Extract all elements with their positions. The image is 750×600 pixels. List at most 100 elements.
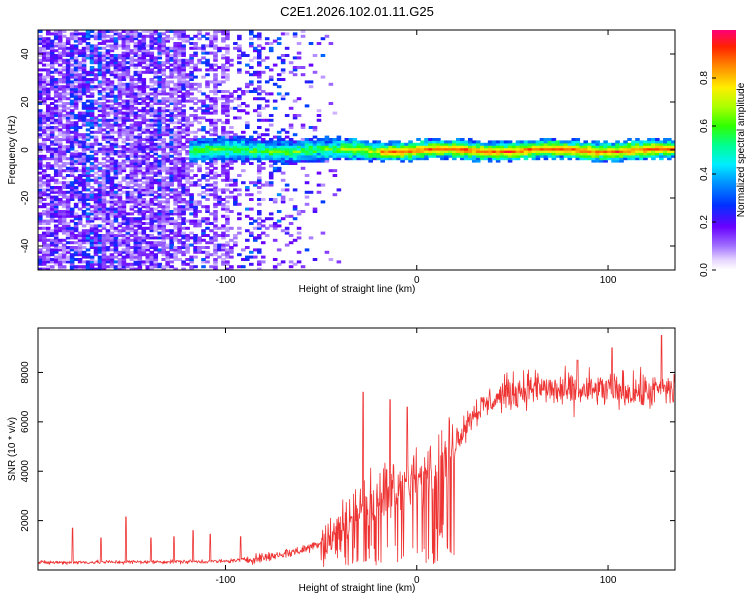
spectrogram-cell (137, 202, 143, 206)
spectrogram-cell (213, 267, 218, 270)
spectrogram-cell (41, 226, 47, 230)
spectrogram-cell (101, 58, 107, 62)
spectrogram-cell (312, 70, 318, 74)
spectrogram-cell (53, 234, 59, 237)
spectrogram-cell (185, 250, 190, 254)
spectrogram-cell (535, 140, 541, 144)
spectrogram-cell (85, 32, 91, 36)
spectrogram-cell (41, 130, 47, 134)
spectrogram-cell (41, 97, 47, 101)
spectrogram-cell (368, 157, 374, 161)
spectrogram-cell (38, 123, 43, 127)
spectrogram-cell (137, 186, 143, 189)
spectrogram-cell (57, 210, 63, 213)
spectrogram-cell (141, 217, 147, 221)
spectrogram-cell (221, 142, 226, 146)
spectrogram-cell (149, 164, 155, 168)
spectrogram-cell (225, 68, 230, 72)
spectrogram-cell (499, 157, 505, 161)
spectrogram-cell (113, 130, 119, 134)
spectrogram-cell (145, 102, 151, 105)
spectrogram-cell (276, 210, 282, 213)
spectrogram-cell (280, 138, 286, 141)
spectrogram-cell (117, 198, 123, 201)
spectrogram-cell (157, 142, 163, 146)
spectrogram-cell (57, 246, 63, 249)
spectrogram-cell (320, 138, 326, 141)
spectrogram-cell (256, 226, 262, 230)
spectrogram-cell (213, 118, 218, 122)
spectrogram-cell (308, 157, 314, 161)
spectrogram-cell (364, 152, 370, 156)
spectrogram-cell (165, 217, 170, 221)
spectrogram-cell (296, 42, 302, 45)
spectrogram-cell (579, 147, 585, 151)
spectrogram-cell (241, 109, 246, 113)
spectrogram-cell (272, 226, 278, 230)
spectrogram-cell (121, 58, 127, 62)
spectrogram-cell (61, 116, 67, 120)
spectrogram-cell (105, 176, 111, 180)
spectrogram-cell (245, 140, 250, 144)
spectrogram-cell (193, 63, 198, 67)
spectrogram-cell (229, 130, 234, 134)
spectrogram-cell (340, 140, 346, 144)
spectrogram-cell (153, 217, 159, 221)
spectrogram-cell (157, 171, 163, 175)
spectrogram-cell (121, 222, 127, 225)
spectrogram-cell (65, 66, 71, 69)
spectrogram-cell (137, 200, 143, 204)
spectrogram-cell (141, 49, 147, 53)
spectrogram-cell (145, 188, 151, 192)
spectrogram-cell (89, 238, 95, 242)
spectrogram-cell (300, 73, 306, 77)
spectrogram-cell (619, 142, 624, 146)
spectrogram-cell (197, 169, 202, 173)
spectrogram-cell (249, 44, 254, 48)
spectrogram-cell (229, 190, 234, 194)
spectrogram-cell (157, 226, 163, 230)
spectrogram-cell (245, 138, 250, 141)
spectrogram-cell (189, 54, 194, 57)
spectrogram-cell (173, 212, 178, 216)
spectrogram-cell (117, 222, 123, 225)
spectrogram-cell (467, 150, 473, 153)
spectrogram-cell (49, 195, 55, 199)
spectrogram-cell (193, 234, 198, 237)
spectrogram-cell (77, 236, 83, 240)
spectrogram-cell (264, 154, 270, 158)
spectrogram-cell (467, 147, 473, 151)
spectrogram-cell (81, 54, 87, 57)
spectrogram-cell (467, 157, 473, 161)
spectrogram-cell (252, 49, 258, 53)
spectrogram-cell (125, 217, 131, 221)
spectrogram-cell (559, 145, 565, 149)
spectrogram-cell (185, 80, 190, 84)
spectrogram-cell (109, 260, 115, 264)
spectrogram-cell (432, 152, 437, 156)
spectrogram-cell (563, 152, 569, 156)
spectrogram-cell (161, 210, 166, 213)
spectrogram-cell (145, 68, 151, 72)
spectrogram-cell (336, 157, 342, 161)
spectrogram-cell (121, 82, 127, 86)
spectrogram-cell (125, 32, 131, 36)
spectrogram-cell (256, 181, 262, 185)
spectrogram-cell (161, 42, 166, 45)
spectrogram-cell (312, 207, 318, 211)
spectrogram-cell (177, 229, 182, 233)
spectrogram-cell (73, 205, 79, 209)
spectrogram-cell (245, 121, 250, 125)
spectrogram-cell (499, 140, 505, 144)
spectrogram-cell (65, 85, 71, 89)
spectrogram-cell (117, 262, 123, 266)
spectrogram-cell (113, 246, 119, 249)
spectrogram-cell (137, 109, 143, 113)
spectrogram-cell (487, 150, 493, 153)
spectrogram-cell (157, 109, 163, 113)
spectrogram-cell (145, 253, 151, 257)
spectrogram-cell (85, 142, 91, 146)
spectrogram-cell (53, 178, 59, 182)
spectrogram-cell (129, 174, 135, 177)
